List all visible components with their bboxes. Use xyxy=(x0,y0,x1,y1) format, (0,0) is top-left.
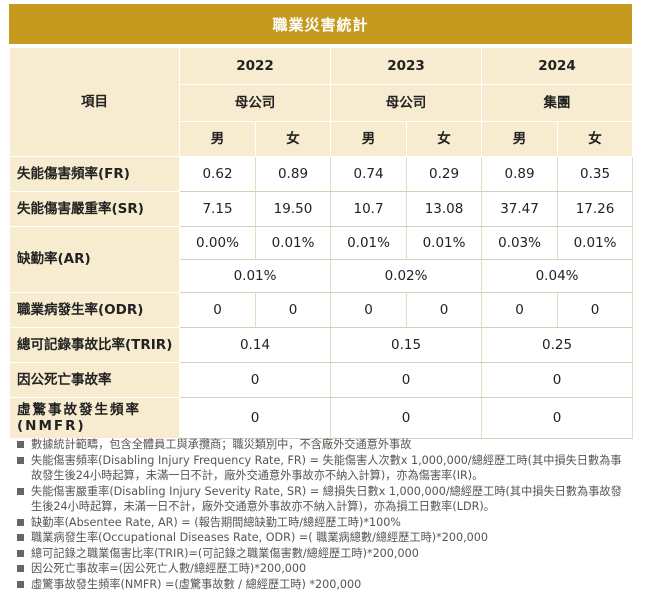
table-cell-total: 0.02% xyxy=(330,259,483,293)
gender-header: 女 xyxy=(406,121,483,157)
row-label: 失能傷害頻率(FR) xyxy=(9,156,180,192)
year-header: 2022 xyxy=(178,47,332,85)
table-row: 失能傷害嚴重率(SR) 7.15 19.50 10.7 13.08 37.47 … xyxy=(9,191,634,227)
table-cell-total: 0.15 xyxy=(330,327,483,363)
table-cell: 10.7 xyxy=(330,191,408,227)
table-title: 職業災害統計 xyxy=(9,4,632,44)
table-cell-total: 0.04% xyxy=(481,259,634,293)
square-bullet-icon xyxy=(17,456,24,464)
notes-list: 數據統計範疇，包含全體員工與承攬商；職災類別中，不含廠外交通意外事故 失能傷害頻… xyxy=(17,437,632,592)
table-row: 失能傷害頻率(FR) 0.62 0.89 0.74 0.29 0.89 0.35 xyxy=(9,156,634,192)
gender-header: 女 xyxy=(254,121,332,157)
note-item: 因公死亡事故率=(因公死亡人數/總經歷工時)*200,000 xyxy=(17,561,632,577)
table-cell: 0 xyxy=(557,292,634,328)
table-cell: 0.03% xyxy=(481,226,559,260)
table-cell: 0 xyxy=(481,292,559,328)
table-cell: 0.62 xyxy=(179,156,256,192)
row-label: 職業病發生率(ODR) xyxy=(9,292,180,328)
table-row: 因公死亡事故率 0 0 0 xyxy=(9,362,634,398)
entity-header: 集團 xyxy=(481,84,634,122)
entity-header: 母公司 xyxy=(178,84,332,122)
note-item: 數據統計範疇，包含全體員工與承攬商；職災類別中，不含廠外交通意外事故 xyxy=(17,437,632,453)
table-cell: 0.00% xyxy=(179,226,256,260)
table-cell-total: 0 xyxy=(481,397,634,439)
note-item: 失能傷害頻率(Disabling Injury Frequency Rate, … xyxy=(17,453,632,484)
table-cell-total: 0 xyxy=(178,362,332,398)
table-cell: 7.15 xyxy=(179,191,256,227)
note-text: 數據統計範疇，包含全體員工與承攬商；職災類別中，不含廠外交通意外事故 xyxy=(31,438,412,451)
table-row: 虛驚事故發生頻率(NMFR) 0 0 0 xyxy=(9,397,634,439)
table-row: 缺勤率(AR) 0.00% 0.01% 0.01% 0.01% 0.03% 0.… xyxy=(9,226,634,293)
table-cell: 0.35 xyxy=(557,156,634,192)
table-cell-total: 0 xyxy=(481,362,634,398)
table-cell: 0.01% xyxy=(406,226,483,260)
row-label: 失能傷害嚴重率(SR) xyxy=(9,191,180,227)
year-header: 2024 xyxy=(481,47,634,85)
gender-header: 男 xyxy=(179,121,256,157)
square-bullet-icon xyxy=(17,441,24,448)
gender-header: 女 xyxy=(557,121,634,157)
table-cell-total: 0.14 xyxy=(178,327,332,363)
note-text: 因公死亡事故率=(因公死亡人數/總經歷工時)*200,000 xyxy=(31,562,307,575)
table-cell-total: 0.01% xyxy=(178,259,332,293)
table-row: 職業病發生率(ODR) 0 0 0 0 0 0 xyxy=(9,292,634,328)
note-item: 失能傷害嚴重率(Disabling Injury Severity Rate, … xyxy=(17,484,632,515)
note-text: 失能傷害嚴重率(Disabling Injury Severity Rate, … xyxy=(31,484,622,514)
statistics-panel: 職業災害統計 項目 2022 2023 2024 母公司 母公司 集團 男 女 … xyxy=(9,4,634,439)
table-row: 總可記錄事故比率(TRIR) 0.14 0.15 0.25 xyxy=(9,327,634,363)
gender-header: 男 xyxy=(330,121,408,157)
note-item: 虛驚事故發生頻率(NMFR) =(虛驚事故數 / 總經歷工時) *200,000 xyxy=(17,577,632,593)
note-text: 職業病發生率(Occupational Diseases Rate, ODR) … xyxy=(31,531,489,544)
note-text: 失能傷害頻率(Disabling Injury Frequency Rate, … xyxy=(31,453,622,483)
table-cell: 0 xyxy=(254,292,332,328)
table-cell: 0.89 xyxy=(481,156,559,192)
table-cell: 37.47 xyxy=(481,191,559,227)
table-cell: 0.01% xyxy=(330,226,408,260)
table-cell-total: 0.25 xyxy=(481,327,634,363)
row-label: 總可記錄事故比率(TRIR) xyxy=(9,327,180,363)
table-cell: 0.01% xyxy=(254,226,332,260)
table-row: 0.01% 0.02% 0.04% xyxy=(10,259,634,293)
note-item: 總可記錄之職業傷害比率(TRIR)=(可記錄之職業傷害數/總經歷工時)*200,… xyxy=(17,546,632,562)
table-cell: 0.29 xyxy=(406,156,483,192)
table-cell: 0.89 xyxy=(254,156,332,192)
table-cell-total: 0 xyxy=(330,397,483,439)
note-item: 缺勤率(Absentee Rate, AR) = (報告期間總缺勤工時/總經歷工… xyxy=(17,515,632,531)
occupational-injury-table: 項目 2022 2023 2024 母公司 母公司 集團 男 女 男 女 男 女… xyxy=(9,47,634,439)
table-cell: 19.50 xyxy=(254,191,332,227)
table-cell-total: 0 xyxy=(330,362,483,398)
square-bullet-icon xyxy=(17,549,24,557)
table-cell: 17.26 xyxy=(557,191,634,227)
square-bullet-icon xyxy=(17,518,24,526)
table-cell: 0 xyxy=(179,292,256,328)
note-item: 職業病發生率(Occupational Diseases Rate, ODR) … xyxy=(17,530,632,546)
table-cell: 0 xyxy=(330,292,408,328)
table-cell: 0.74 xyxy=(330,156,408,192)
gender-header: 男 xyxy=(481,121,559,157)
table-cell-total: 0 xyxy=(178,397,332,439)
square-bullet-icon xyxy=(17,580,24,588)
table-cell: 0.01% xyxy=(557,226,634,260)
row-label: 因公死亡事故率 xyxy=(9,362,180,398)
table-cell: 0 xyxy=(406,292,483,328)
note-text: 總可記錄之職業傷害比率(TRIR)=(可記錄之職業傷害數/總經歷工時)*200,… xyxy=(31,546,419,560)
entity-header: 母公司 xyxy=(330,84,483,122)
item-header: 項目 xyxy=(9,47,180,157)
note-text: 缺勤率(Absentee Rate, AR) = (報告期間總缺勤工時/總經歷工… xyxy=(31,515,401,529)
row-label: 缺勤率(AR) xyxy=(9,226,180,293)
note-text: 虛驚事故發生頻率(NMFR) =(虛驚事故數 / 總經歷工時) *200,000 xyxy=(31,577,362,591)
square-bullet-icon xyxy=(17,534,24,541)
row-label: 虛驚事故發生頻率(NMFR) xyxy=(9,397,180,439)
square-bullet-icon xyxy=(17,565,24,572)
square-bullet-icon xyxy=(17,487,24,495)
table-cell: 13.08 xyxy=(406,191,483,227)
year-header: 2023 xyxy=(330,47,483,85)
